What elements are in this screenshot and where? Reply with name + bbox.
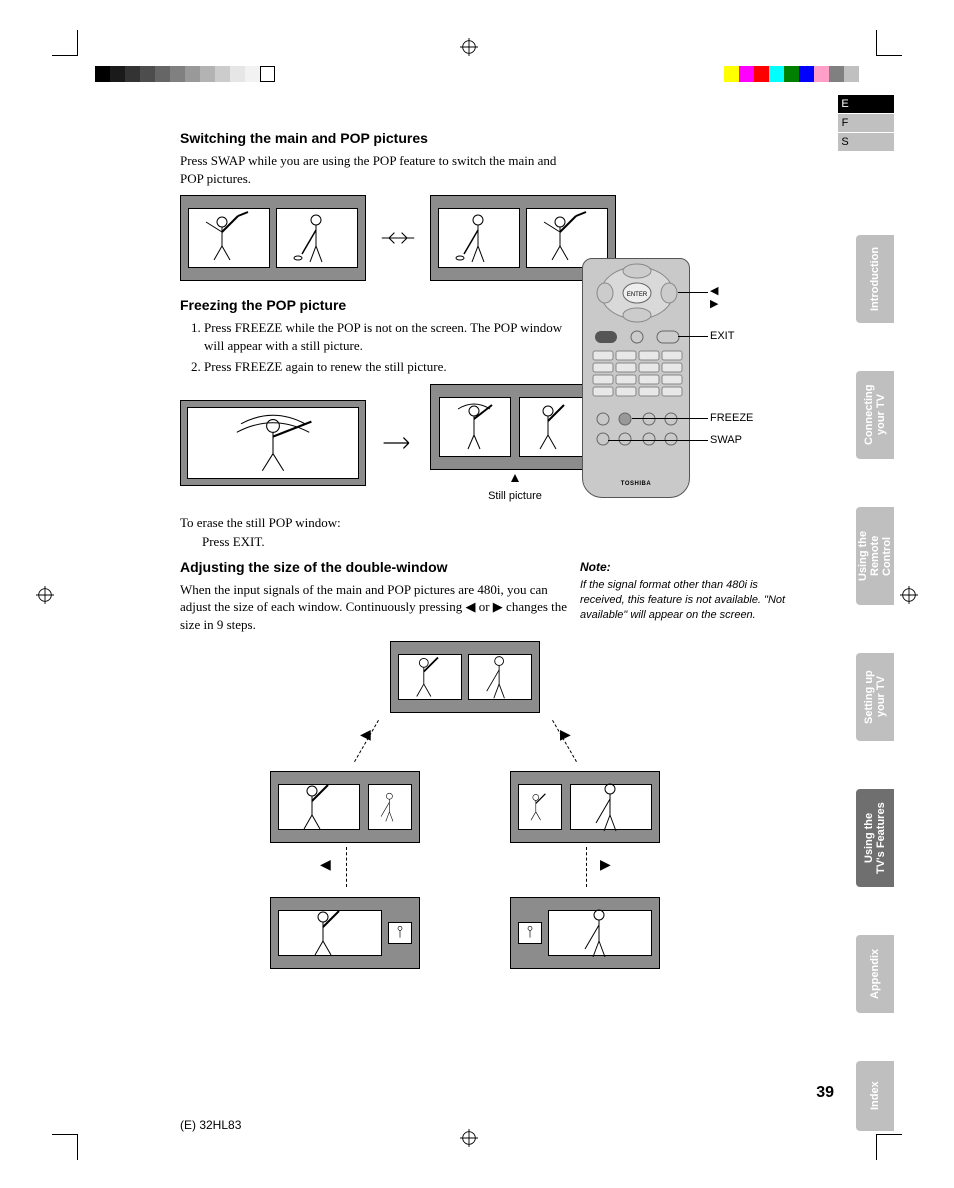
section-tab: Using the TV's Features	[856, 789, 894, 887]
registration-mark-left	[36, 586, 54, 609]
erase-label: To erase the still POP window:	[180, 514, 580, 532]
section-tab: Introduction	[856, 235, 894, 323]
svg-text:ENTER: ENTER	[627, 292, 648, 298]
note-heading: Note:	[580, 560, 800, 574]
remote-brand: TOSHIBA	[583, 481, 689, 487]
adjust-step-3-left	[270, 897, 420, 969]
note-body: If the signal format other than 480i is …	[580, 578, 800, 623]
lang-tab: E	[838, 95, 894, 113]
batter-icon	[194, 210, 264, 266]
sidebar: EFS Introduction Connecting your TV Using …	[838, 95, 894, 1131]
batter-swing-icon	[198, 411, 348, 475]
adjust-step-2-right	[510, 771, 660, 843]
right-arrow-icon: ▶	[600, 857, 611, 874]
note-block: Note: If the signal format other than 48…	[580, 560, 800, 623]
golfer-icon	[282, 210, 352, 266]
freeze-step-1: Press FREEZE while the POP is not on the…	[204, 319, 580, 354]
adjust-step-1	[390, 641, 540, 713]
swap-arrow-icon	[380, 228, 416, 248]
body-swap: Press SWAP while you are using the POP f…	[180, 152, 580, 187]
callout-arrows: ◀ ▶	[710, 284, 718, 310]
section-tab: Setting up your TV	[856, 653, 894, 741]
section-tab: Using the Remote Control	[856, 507, 894, 605]
freeze-steps: Press FREEZE while the POP is not on the…	[180, 319, 580, 376]
batter-still-icon	[520, 399, 590, 455]
body-adjust: When the input signals of the main and P…	[180, 581, 580, 634]
section-tab: Connecting your TV	[856, 371, 894, 459]
adjust-diagram: ◀ ▶ ◀ ▶	[260, 641, 680, 1021]
callout-freeze: FREEZE	[710, 412, 753, 424]
tv-after-freeze	[430, 384, 600, 470]
lang-tab: S	[838, 133, 894, 151]
adjust-step-3-right	[510, 897, 660, 969]
tv-before-swap	[180, 195, 366, 281]
erase-action: Press EXIT.	[180, 533, 580, 551]
freeze-step-2: Press FREEZE again to renew the still pi…	[204, 358, 580, 376]
left-arrow-icon: ◀	[320, 857, 331, 874]
color-strip	[724, 66, 859, 82]
tv-before-freeze	[180, 400, 366, 486]
section-tab: Appendix	[856, 935, 894, 1013]
bottom-print-marks	[0, 1130, 954, 1160]
right-arrow-icon	[380, 434, 416, 452]
heading-swap: Switching the main and POP pictures	[180, 130, 780, 146]
lang-tab: F	[838, 114, 894, 132]
registration-mark-right	[900, 586, 918, 609]
golfer-icon	[444, 210, 514, 266]
callout-swap: SWAP	[710, 434, 742, 446]
page-number: 39	[816, 1084, 834, 1102]
remote-illustration: ENTER TOSHIBA	[582, 258, 690, 498]
section-tab: Index	[856, 1061, 894, 1131]
callout-exit: EXIT	[710, 330, 734, 342]
adjust-step-2-left	[270, 771, 420, 843]
grayscale-strip	[95, 66, 275, 82]
still-picture-caption: Still picture	[488, 490, 542, 502]
pointer-up-icon	[510, 474, 520, 486]
registration-mark-top	[460, 38, 478, 61]
batter-swing-icon	[440, 399, 510, 455]
